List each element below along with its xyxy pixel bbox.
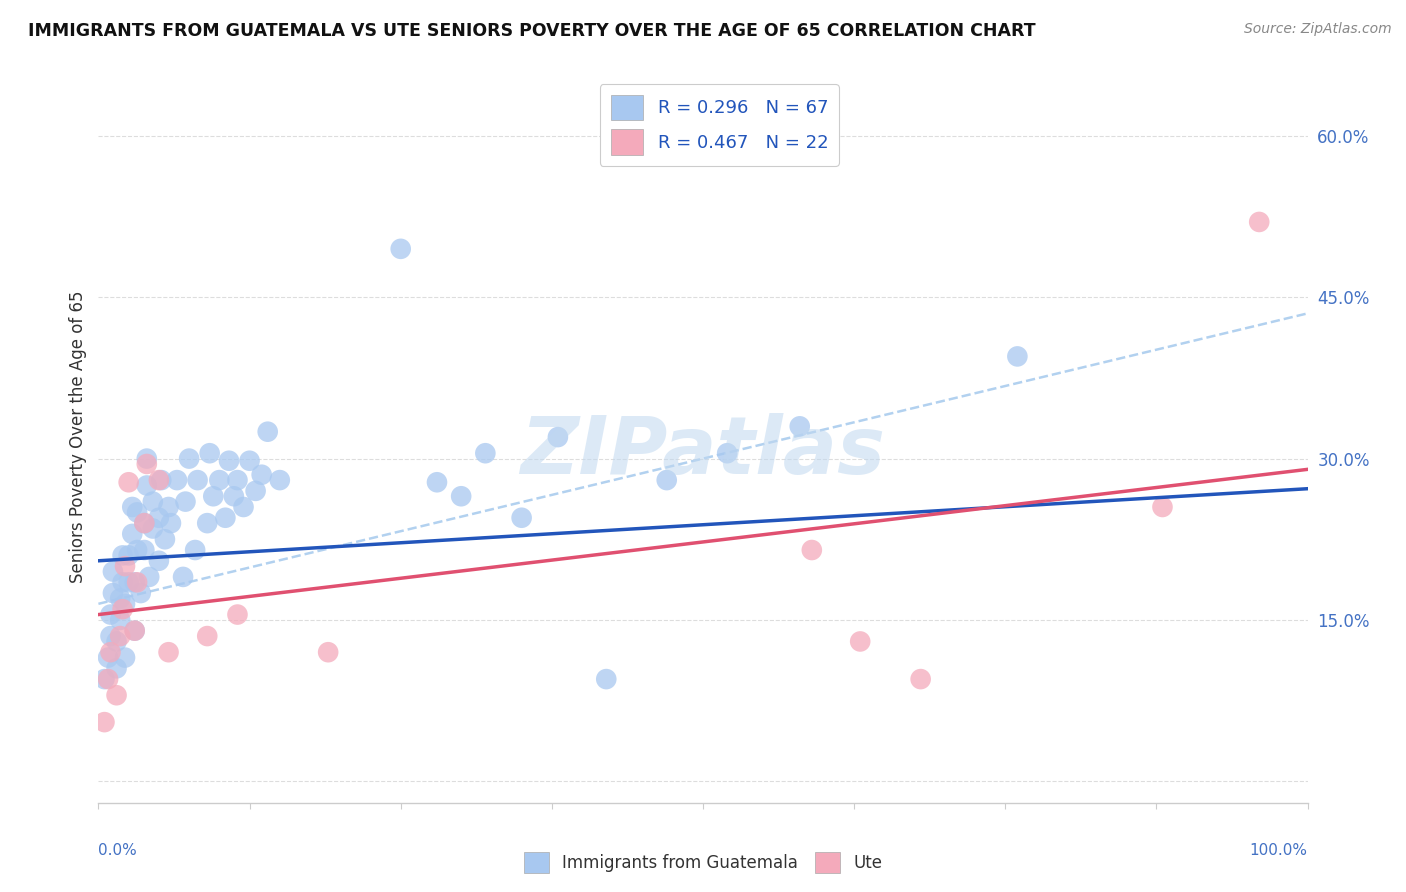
- Point: [114, 597, 136, 611]
- Point: [910, 672, 932, 686]
- Point: [134, 516, 156, 530]
- Point: [172, 570, 194, 584]
- Point: [250, 467, 273, 482]
- Point: [138, 570, 160, 584]
- Point: [239, 454, 262, 468]
- Point: [101, 586, 124, 600]
- Point: [184, 543, 207, 558]
- Point: [142, 494, 165, 508]
- Text: 100.0%: 100.0%: [1250, 843, 1308, 858]
- Point: [157, 500, 180, 514]
- Point: [118, 475, 141, 490]
- Point: [849, 634, 872, 648]
- Point: [226, 473, 249, 487]
- Point: [124, 624, 146, 638]
- Point: [121, 500, 143, 514]
- Point: [269, 473, 291, 487]
- Point: [111, 602, 134, 616]
- Point: [426, 475, 449, 490]
- Point: [202, 489, 225, 503]
- Point: [111, 549, 134, 563]
- Point: [148, 554, 170, 568]
- Point: [114, 650, 136, 665]
- Point: [97, 672, 120, 686]
- Point: [93, 715, 115, 730]
- Point: [108, 629, 131, 643]
- Point: [124, 624, 146, 638]
- Point: [118, 575, 141, 590]
- Point: [105, 634, 128, 648]
- Point: [174, 494, 197, 508]
- Point: [222, 489, 245, 503]
- Point: [316, 645, 339, 659]
- Point: [256, 425, 278, 439]
- Point: [135, 457, 157, 471]
- Point: [100, 629, 122, 643]
- Point: [153, 533, 176, 547]
- Point: [547, 430, 569, 444]
- Point: [510, 510, 533, 524]
- Point: [595, 672, 617, 686]
- Point: [208, 473, 231, 487]
- Point: [127, 575, 149, 590]
- Point: [108, 591, 131, 606]
- Point: [105, 661, 128, 675]
- Point: [226, 607, 249, 622]
- Point: [150, 473, 173, 487]
- Point: [127, 505, 149, 519]
- Point: [655, 473, 678, 487]
- Point: [124, 575, 146, 590]
- Point: [93, 672, 115, 686]
- Point: [166, 473, 188, 487]
- Point: [195, 629, 218, 643]
- Point: [101, 565, 124, 579]
- Point: [187, 473, 209, 487]
- Point: [474, 446, 496, 460]
- Point: [716, 446, 738, 460]
- Point: [134, 516, 156, 530]
- Point: [105, 688, 128, 702]
- Point: [389, 242, 412, 256]
- Point: [118, 549, 141, 563]
- Legend: Immigrants from Guatemala, Ute: Immigrants from Guatemala, Ute: [517, 846, 889, 880]
- Point: [160, 516, 183, 530]
- Point: [1249, 215, 1271, 229]
- Point: [135, 478, 157, 492]
- Point: [232, 500, 254, 514]
- Point: [97, 650, 120, 665]
- Point: [135, 451, 157, 466]
- Point: [245, 483, 267, 498]
- Point: [789, 419, 811, 434]
- Point: [129, 586, 152, 600]
- Text: 0.0%: 0.0%: [98, 843, 138, 858]
- Point: [134, 543, 156, 558]
- Text: IMMIGRANTS FROM GUATEMALA VS UTE SENIORS POVERTY OVER THE AGE OF 65 CORRELATION : IMMIGRANTS FROM GUATEMALA VS UTE SENIORS…: [28, 22, 1036, 40]
- Point: [127, 543, 149, 558]
- Point: [198, 446, 221, 460]
- Point: [1007, 350, 1029, 364]
- Point: [214, 510, 236, 524]
- Point: [179, 451, 201, 466]
- Point: [148, 473, 170, 487]
- Point: [157, 645, 180, 659]
- Y-axis label: Seniors Poverty Over the Age of 65: Seniors Poverty Over the Age of 65: [69, 291, 87, 583]
- Point: [111, 575, 134, 590]
- Point: [100, 607, 122, 622]
- Point: [114, 559, 136, 574]
- Point: [800, 543, 823, 558]
- Text: ZIPatlas: ZIPatlas: [520, 413, 886, 491]
- Point: [218, 454, 240, 468]
- Point: [121, 527, 143, 541]
- Point: [195, 516, 218, 530]
- Point: [142, 521, 165, 535]
- Point: [1152, 500, 1174, 514]
- Point: [100, 645, 122, 659]
- Point: [108, 613, 131, 627]
- Text: Source: ZipAtlas.com: Source: ZipAtlas.com: [1244, 22, 1392, 37]
- Legend: R = 0.296   N = 67, R = 0.467   N = 22: R = 0.296 N = 67, R = 0.467 N = 22: [600, 84, 839, 166]
- Point: [148, 510, 170, 524]
- Point: [450, 489, 472, 503]
